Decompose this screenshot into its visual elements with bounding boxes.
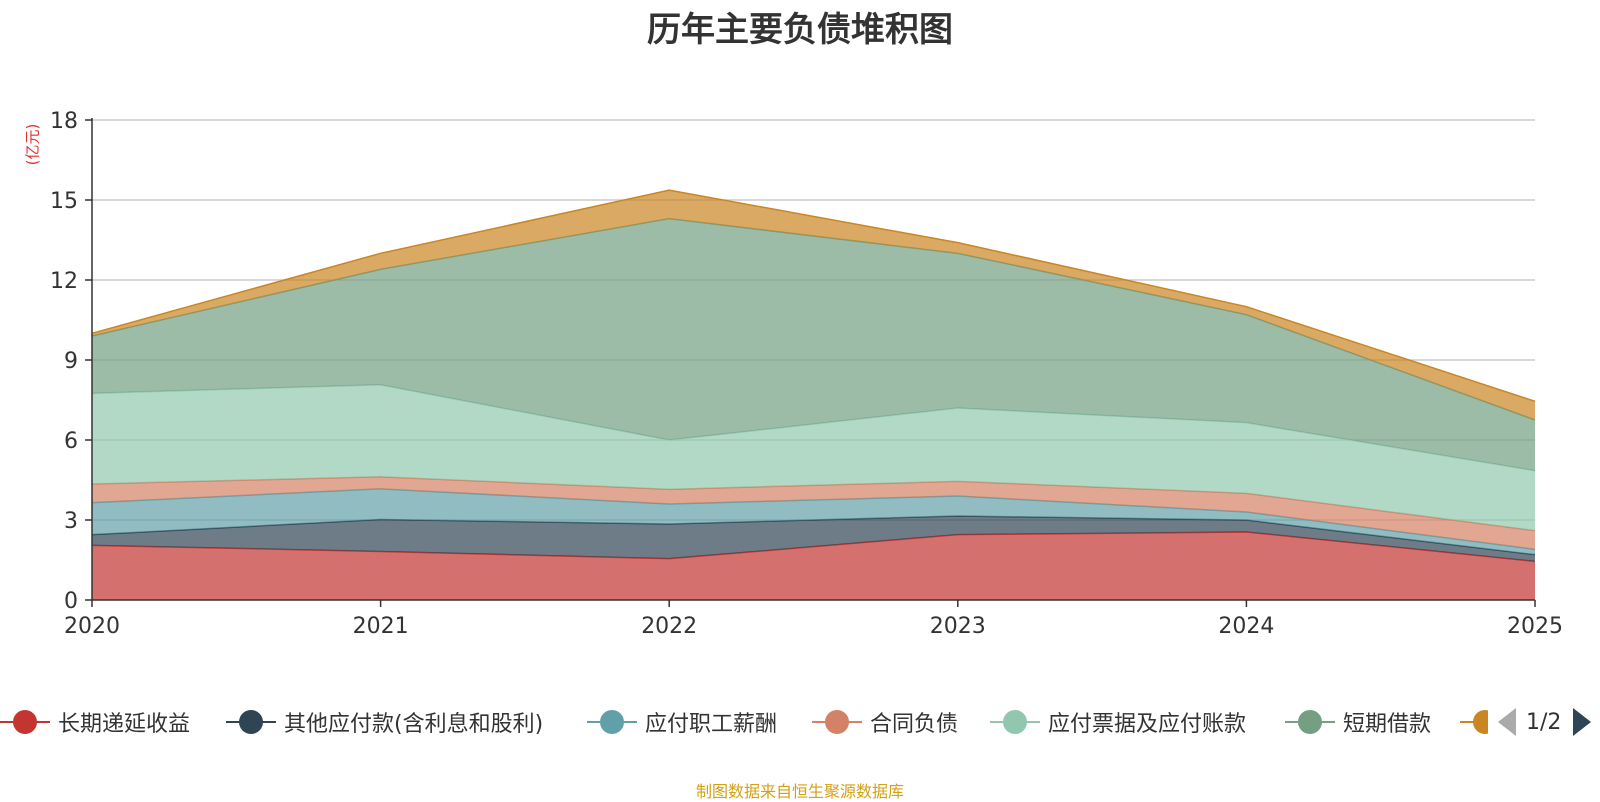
y-tick-label: 3 (64, 509, 78, 534)
legend-label: 其他应付款(含利息和股利) (284, 712, 544, 737)
legend-item[interactable]: 合同负债 (812, 702, 958, 742)
area-series-0[interactable] (92, 532, 1535, 600)
legend-marker-icon (0, 707, 50, 737)
legend-pager: 1/2 (1498, 702, 1592, 742)
area-series-3[interactable] (92, 476, 1535, 550)
x-tick-label: 2023 (930, 614, 986, 639)
legend-label: 长期递延收益 (58, 712, 191, 737)
y-tick-label: 12 (50, 269, 78, 294)
legend-label: 合同负债 (870, 712, 959, 737)
area-edge-series-6 (91, 189, 1536, 403)
y-tick-label: 15 (50, 189, 78, 214)
area-series-5[interactable] (92, 218, 1535, 471)
legend-item[interactable]: 应付票据及应付账款 (990, 702, 1246, 742)
x-tick-label: 2025 (1507, 614, 1563, 639)
legend-marker-icon (990, 707, 1040, 737)
legend-marker-icon (812, 707, 862, 737)
legend-item[interactable]: 短期借款 (1285, 702, 1431, 742)
area-series-4[interactable] (92, 384, 1535, 531)
legend-label: 短期借款 (1343, 712, 1432, 737)
pager-next-icon[interactable] (1573, 708, 1592, 736)
legend-item[interactable]: 其他应付款(含利息和股利) (226, 702, 543, 742)
legend-label: 应付票据及应付账款 (1048, 712, 1247, 737)
legend-marker-icon (1460, 707, 1488, 737)
legend-label: 应付职工薪酬 (645, 712, 778, 737)
area-series-2[interactable] (92, 488, 1535, 555)
legend-item[interactable] (1460, 702, 1488, 742)
legend-marker-icon (587, 707, 637, 737)
area-series-1[interactable] (92, 516, 1535, 562)
x-tick-label: 2021 (353, 614, 409, 639)
data-source-note: 制图数据来自恒生聚源数据库 (695, 782, 904, 801)
y-tick-label: 6 (64, 429, 78, 454)
stacked-area-chart: 0 3 6 9 12 15 18 2020 2021 2022 2023 2024 2025 (50, 109, 1563, 639)
area-series-6[interactable] (92, 190, 1535, 420)
x-tick-label: 2022 (641, 614, 697, 639)
y-tick-label: 0 (64, 589, 78, 614)
chart-title: 历年主要负债堆积图 (647, 10, 953, 50)
x-tick-label: 2024 (1218, 614, 1274, 639)
y-tick-label: 18 (50, 109, 78, 134)
y-tick-label: 9 (64, 349, 78, 374)
legend-marker-icon (226, 707, 276, 737)
legend-item[interactable]: 应付职工薪酬 (587, 702, 777, 742)
legend-item[interactable]: 长期递延收益 (0, 702, 190, 742)
legend: 长期递延收益 其他应付款(含利息和股利) 应付职工薪酬 合同负债 应付票据及应付账款 短期… (0, 702, 1600, 742)
legend-marker-icon (1285, 707, 1335, 737)
pager-prev-icon[interactable] (1498, 708, 1516, 736)
pager-text: 1/2 (1526, 709, 1562, 735)
x-tick-label: 2020 (64, 614, 120, 639)
